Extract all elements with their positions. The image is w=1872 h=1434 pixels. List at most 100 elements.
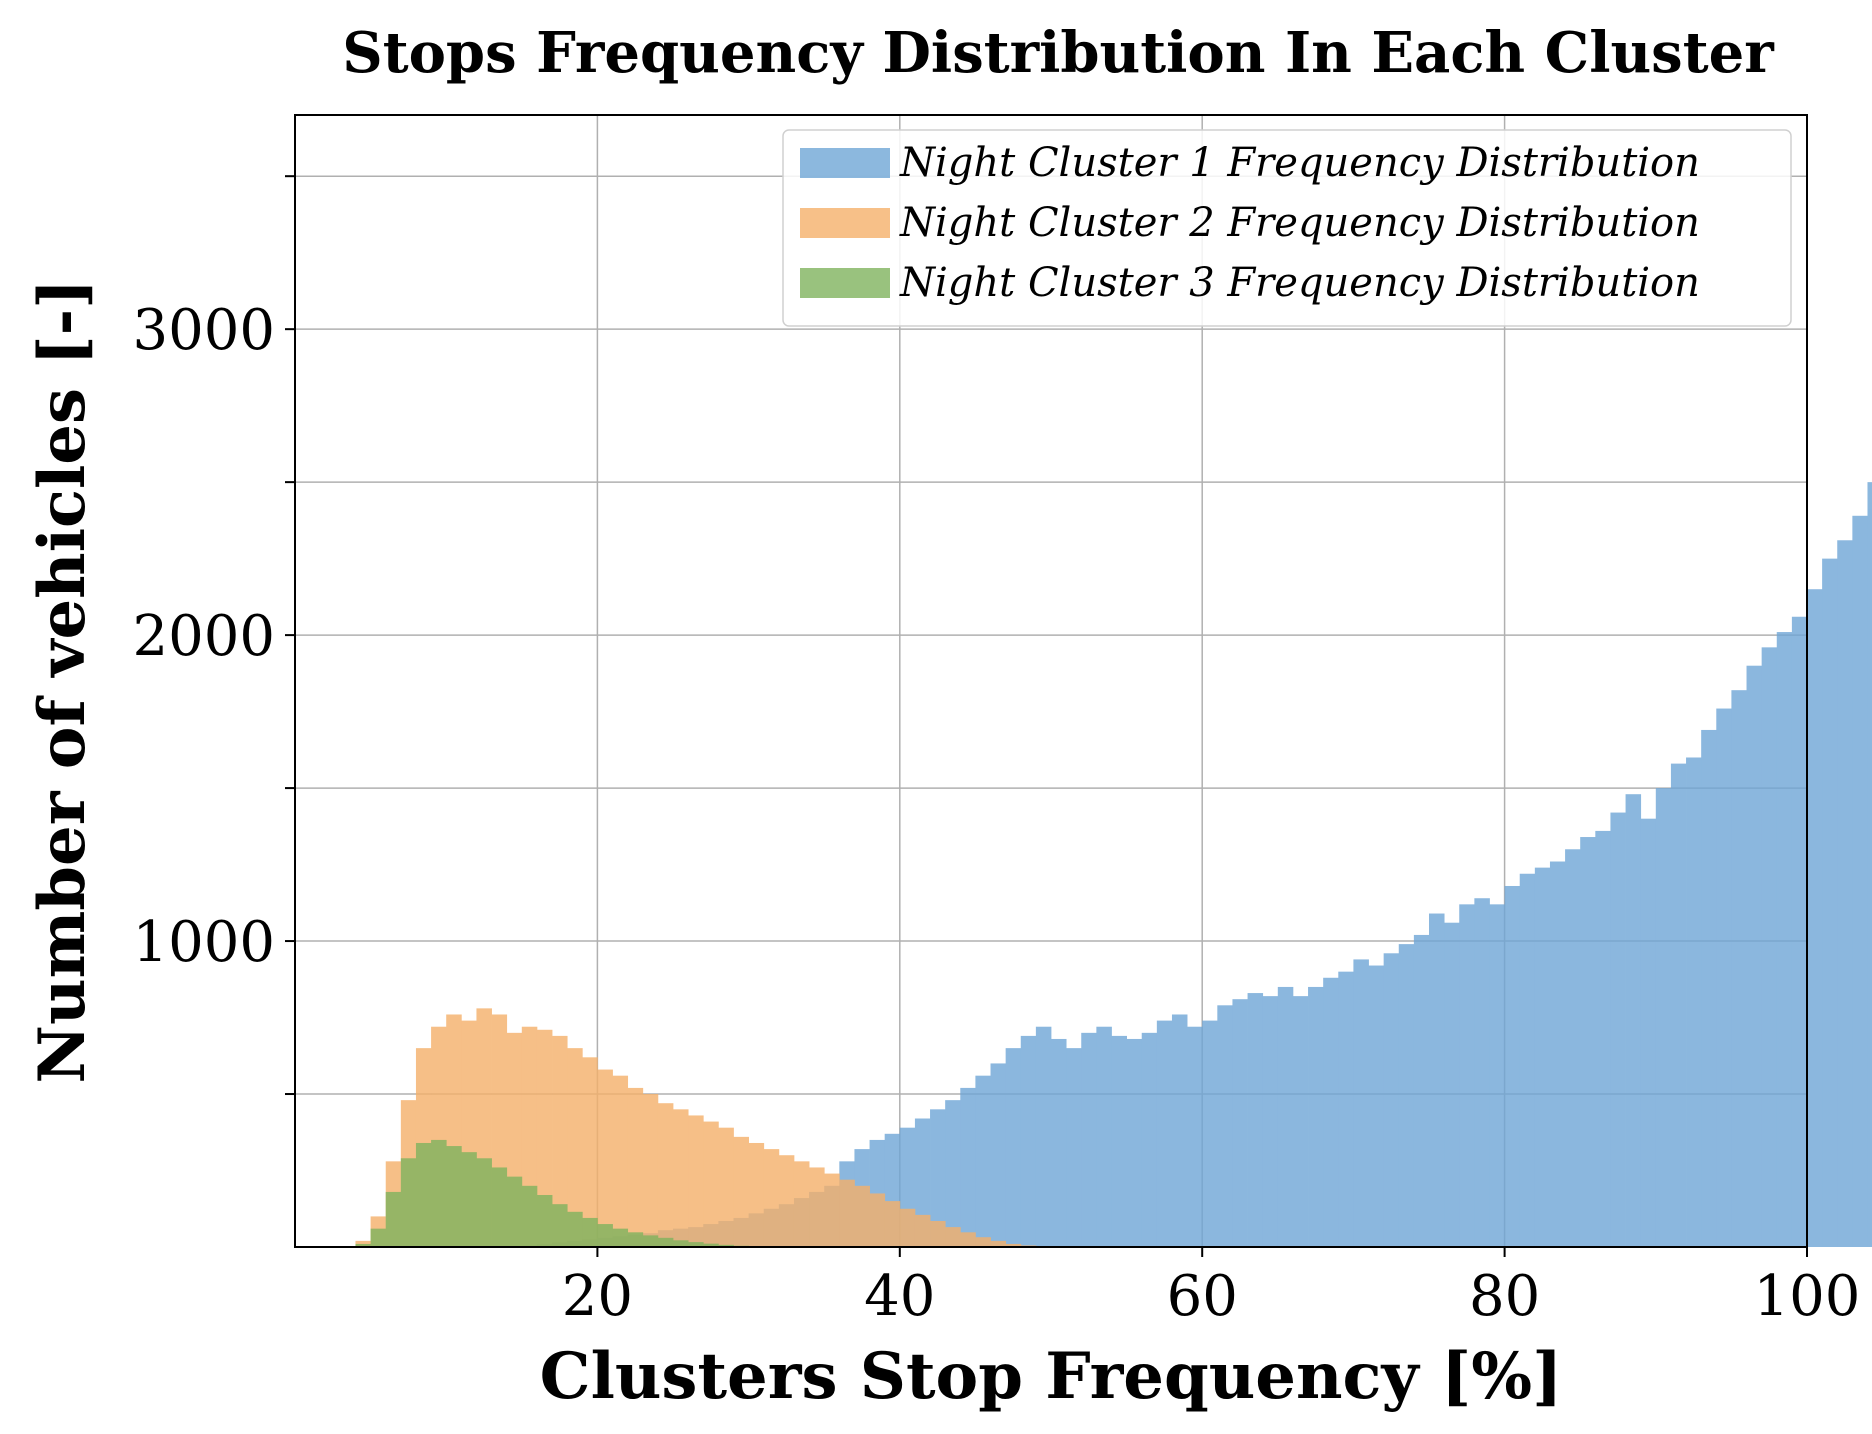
histogram-bin <box>718 1244 734 1247</box>
histogram-bin <box>1429 913 1445 1247</box>
histogram-bin <box>1141 1032 1158 1247</box>
histogram-bin <box>597 1069 613 1247</box>
chart-title: Stops Frequency Distribution In Each Clu… <box>342 20 1775 86</box>
histogram-bin <box>960 1087 976 1247</box>
histogram-bin <box>1670 763 1687 1247</box>
histogram-bin <box>612 1075 629 1247</box>
histogram-bin <box>1580 837 1596 1247</box>
histogram-bin <box>914 1214 931 1247</box>
histogram-bin <box>1746 665 1763 1247</box>
histogram-bin <box>597 1224 613 1247</box>
histogram-bin <box>1232 999 1248 1247</box>
histogram-bin <box>1308 986 1324 1247</box>
histogram-bin <box>1807 589 1823 1247</box>
histogram-bin <box>370 1228 387 1247</box>
histogram-bars <box>355 482 1872 1247</box>
histogram-bin <box>975 1237 991 1247</box>
histogram-bin <box>1413 934 1430 1247</box>
histogram-bin <box>476 1158 492 1247</box>
histogram-bin <box>854 1185 870 1247</box>
histogram-bin <box>1338 971 1354 1247</box>
x-axis: 20 40 60 80 100 <box>562 1247 1860 1329</box>
histogram-bin <box>521 1185 538 1247</box>
histogram-bin <box>1126 1038 1143 1247</box>
x-tick-label: 40 <box>864 1264 935 1329</box>
histogram-bin <box>506 1176 523 1247</box>
histogram-bin <box>385 1191 402 1247</box>
x-tick-label: 60 <box>1167 1264 1238 1329</box>
histogram-bin <box>1474 898 1490 1247</box>
histogram-bin <box>446 1146 462 1247</box>
histogram-bin <box>1277 986 1294 1247</box>
histogram-bin <box>1444 922 1460 1247</box>
histogram-bin <box>688 1242 704 1247</box>
histogram-bin <box>642 1094 659 1247</box>
histogram-bin <box>990 1063 1007 1247</box>
histogram-bin <box>355 1243 371 1247</box>
histogram-bin <box>1096 1026 1112 1247</box>
histogram-bin <box>824 1173 840 1247</box>
legend-label: Night Cluster 2 Frequency Distribution <box>899 200 1700 246</box>
histogram-bin <box>1655 788 1672 1247</box>
histogram-bin <box>703 1243 719 1247</box>
histogram-bin <box>1398 944 1415 1247</box>
histogram-bin <box>1005 1048 1022 1247</box>
histogram-bin <box>703 1121 719 1247</box>
histogram-bin <box>763 1149 780 1247</box>
histogram-bin <box>1610 812 1626 1247</box>
histogram-bin <box>945 1227 961 1247</box>
histogram-bin <box>899 1208 916 1247</box>
histogram-bin <box>1822 558 1838 1247</box>
histogram-bin <box>1187 1026 1203 1247</box>
histogram-bin <box>415 1142 432 1247</box>
histogram-bin <box>1595 830 1611 1247</box>
y-axis-label: Number of vehicles [-] <box>25 279 100 1084</box>
histogram-bin <box>567 1048 583 1247</box>
histogram-bin <box>627 1087 644 1247</box>
histogram-bin <box>1686 757 1702 1247</box>
histogram-bin <box>930 1109 946 1247</box>
histogram-bin <box>884 1201 901 1247</box>
histogram-bin <box>1489 904 1505 1247</box>
y-tick-label: 3000 <box>132 298 275 363</box>
y-tick-label: 1000 <box>132 910 275 975</box>
x-axis-label: Clusters Stop Frequency [%] <box>540 1339 1563 1414</box>
histogram-bin <box>990 1240 1007 1247</box>
plot-area-border <box>294 114 1808 1248</box>
histogram-bin <box>1504 885 1521 1247</box>
histogram-bin <box>1640 818 1657 1247</box>
histogram-bin <box>1383 953 1400 1247</box>
histogram-bin <box>673 1109 689 1247</box>
histogram-bin <box>1761 647 1778 1247</box>
histogram-bin <box>733 1136 749 1247</box>
x-tick-label: 20 <box>562 1264 633 1329</box>
histogram-bin <box>1776 632 1793 1247</box>
histogram-bin <box>809 1167 825 1247</box>
series-1 <box>521 482 1872 1247</box>
y-tick-label: 2000 <box>132 604 275 669</box>
histogram-bin <box>400 1158 417 1247</box>
histogram-bin <box>1837 540 1853 1247</box>
histogram-bin <box>431 1139 447 1247</box>
histogram-bin <box>1731 690 1747 1247</box>
histogram-bin <box>491 1167 508 1247</box>
histogram-bin <box>1353 959 1369 1247</box>
histogram-bin <box>642 1235 659 1247</box>
histogram-bin <box>657 1237 674 1247</box>
x-tick-label: 80 <box>1469 1264 1540 1329</box>
legend-swatch <box>800 208 890 238</box>
histogram-bin <box>673 1240 689 1247</box>
legend: Night Cluster 1 Frequency Distribution Ni… <box>782 129 1792 327</box>
histogram-bin <box>1534 867 1551 1247</box>
histogram-bin <box>1005 1243 1022 1247</box>
histogram-bin <box>975 1075 991 1247</box>
histogram-bin <box>718 1127 734 1247</box>
legend-frame <box>782 129 1792 327</box>
histogram-bin <box>1625 794 1642 1247</box>
y-axis: 1000 2000 3000 <box>132 175 295 1096</box>
histogram-bin <box>1791 616 1808 1247</box>
histogram-bin <box>1716 708 1732 1247</box>
histogram-bin <box>1459 904 1475 1247</box>
histogram-bin <box>1202 1020 1218 1247</box>
histogram-bin <box>536 1194 553 1247</box>
